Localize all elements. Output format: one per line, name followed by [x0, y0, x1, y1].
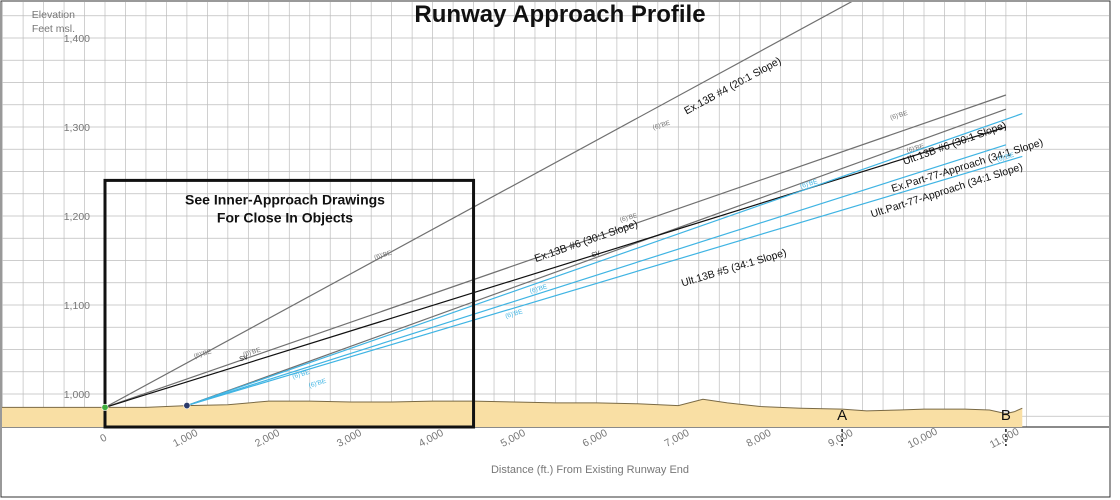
surface-line-1: [104, 94, 1007, 408]
runway-point-0: [101, 403, 109, 411]
x-axis-title: Distance (ft.) From Existing Runway End: [491, 464, 689, 476]
runway-points: [101, 402, 191, 411]
inner-approach-box: See Inner-Approach Drawings For Close In …: [103, 178, 476, 429]
inner-approach-box-frame: [103, 178, 476, 429]
y-tick-label-0: 1,000: [64, 389, 90, 401]
box-note-line1: See Inner-Approach Drawings: [185, 191, 385, 207]
line-tag-7: SV: [239, 354, 250, 363]
surface-line-3: [104, 126, 1007, 408]
y-axis-title-line2: Feet msl.: [32, 23, 75, 35]
surface-line-4: [186, 144, 1007, 407]
line-tag-8: SV: [591, 250, 602, 259]
chart-title: Runway Approach Profile: [414, 1, 705, 28]
box-note-line2: For Close In Objects: [217, 209, 353, 225]
y-tick-label-3: 1,300: [64, 122, 90, 134]
surface-line-5: [186, 113, 1023, 407]
surface-line-6: [186, 155, 1023, 407]
surface-line-0: [104, 2, 853, 408]
y-tick-label-1: 1,100: [64, 300, 90, 312]
x-tick-label-0: 0: [98, 432, 109, 445]
y-axis-title-line1: Elevation: [32, 9, 75, 21]
station-marker-a: A: [837, 407, 847, 424]
y-tick-label-2: 1,200: [64, 211, 90, 223]
runway-point-1: [183, 402, 191, 410]
station-marker-b: B: [1001, 407, 1011, 424]
y-tick-label-4: 1,400: [64, 33, 90, 45]
surface-line-2: [186, 108, 1007, 407]
terrain-fill: [2, 399, 1023, 427]
